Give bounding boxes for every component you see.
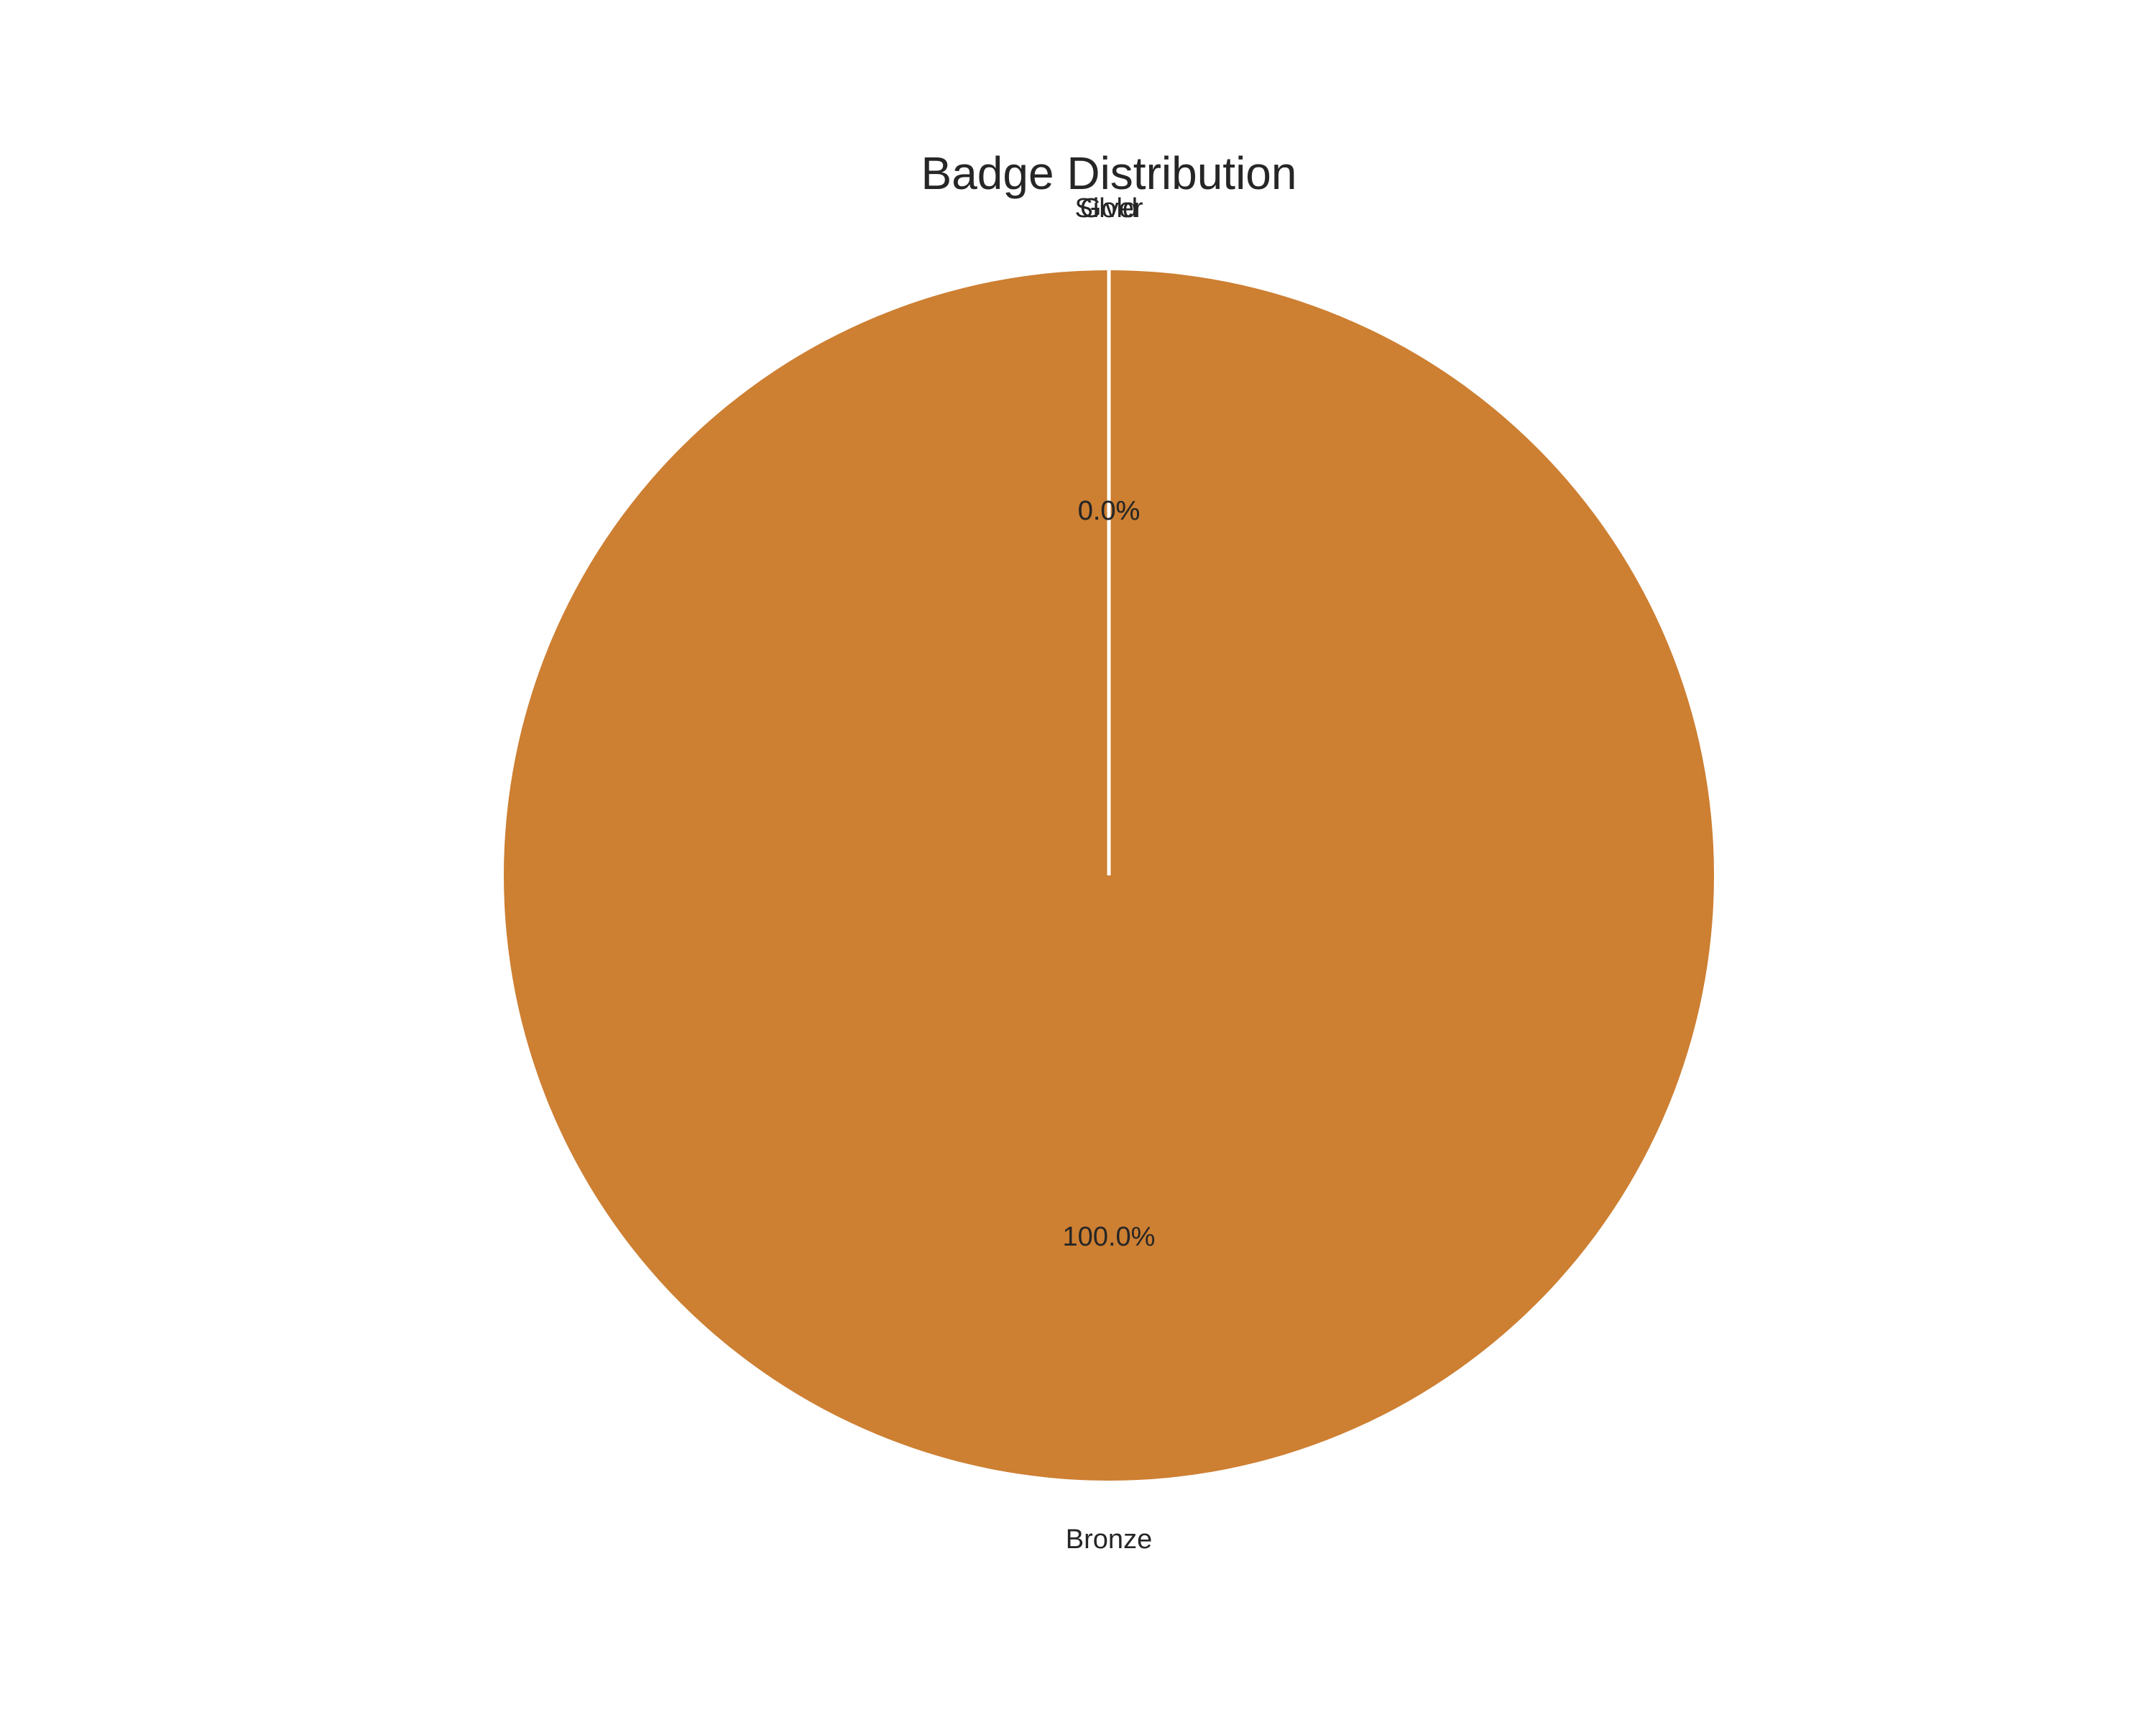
slice-label-gold: Gold bbox=[1080, 193, 1138, 224]
slice-percent-gold: 0.0% bbox=[1078, 496, 1141, 526]
slice-percent-bronze: 100.0% bbox=[1063, 1222, 1156, 1252]
slice-percent-silver: 0.0% bbox=[1078, 496, 1141, 526]
slice-label-bronze: Bronze bbox=[1066, 1524, 1152, 1555]
slice-label-silver: Silver bbox=[1074, 193, 1143, 224]
chart-title: Badge Distribution bbox=[921, 147, 1297, 199]
pie-slices bbox=[504, 270, 1714, 1481]
